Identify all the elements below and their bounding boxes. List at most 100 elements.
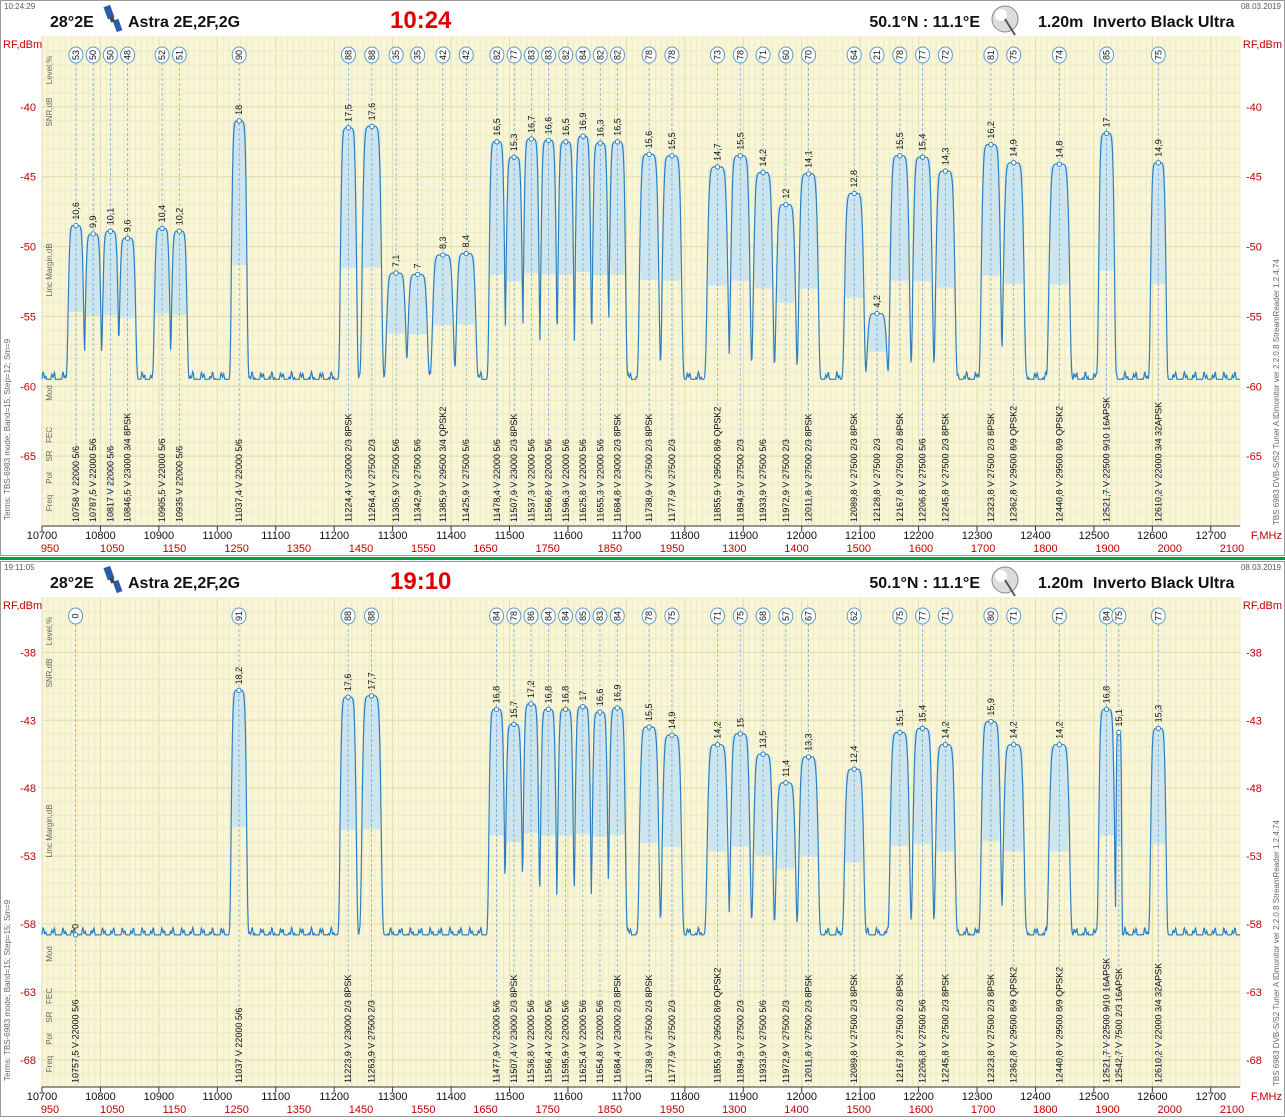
level-value: 84	[1102, 611, 1112, 621]
row-label: FEC	[45, 427, 54, 443]
level-badge	[506, 607, 522, 625]
transponder-label: 12440,8 V 29500 8/9 QPSK2	[1054, 967, 1064, 1083]
if-tick-label: 2100	[1220, 1104, 1244, 1116]
dish-icon-highlight	[995, 570, 1007, 582]
if-tick-label: 1600	[909, 1104, 933, 1116]
transponder-label: 11684,4 V 23000 2/3 8PSK	[612, 975, 622, 1083]
level-badge	[778, 46, 794, 64]
transponder-label: 11536,8 V 22000 5/6	[526, 1000, 536, 1083]
x-tick-label: 12000	[786, 1091, 817, 1103]
level-value: 75	[1009, 50, 1019, 60]
level-badge	[1150, 46, 1166, 64]
y-tick-label-left: -43	[20, 715, 36, 727]
spectrum-trace	[41, 689, 1240, 937]
level-badge	[1111, 607, 1127, 625]
level-value: 73	[712, 50, 722, 60]
level-value: 81	[986, 50, 996, 60]
y-tick-label-left: -68	[20, 1055, 36, 1067]
carrier-fill	[489, 711, 504, 836]
carrier-fill	[1050, 746, 1069, 852]
peak-marker	[1155, 725, 1162, 732]
level-value: 35	[413, 50, 423, 60]
level-value: 77	[918, 50, 928, 60]
x-tick-label: 12600	[1137, 1091, 1168, 1103]
level-value: 75	[1153, 50, 1163, 60]
level-badge	[732, 46, 748, 64]
transponder-label: 11425,9 V 27500 5/6	[461, 439, 471, 522]
transponder-label: 12362,8 V 29500 8/9 QPSK2	[1009, 967, 1019, 1083]
level-value: 75	[667, 611, 677, 621]
snr-value: 15,1	[895, 709, 905, 727]
if-tick-label: 1850	[598, 1104, 622, 1116]
peak-marker	[805, 754, 812, 760]
y-tick-label-right: -68	[1246, 1055, 1262, 1067]
x-tick-label: 11500	[495, 1091, 525, 1103]
x-tick-label: 10700	[27, 1091, 58, 1103]
level-badge	[154, 46, 170, 64]
level-value: 51	[174, 50, 184, 60]
y-tick-label-right: -63	[1246, 987, 1262, 999]
carrier-fill	[558, 711, 573, 836]
carrier-fill	[541, 711, 556, 836]
level-badge	[575, 46, 591, 64]
level-value: 74	[1054, 50, 1064, 60]
x-tick-label: 11000	[202, 1091, 232, 1103]
peak-marker	[783, 780, 789, 786]
level-value: 0	[71, 613, 81, 618]
carrier-fill	[845, 195, 863, 298]
level-value: 68	[758, 611, 768, 621]
peak-marker	[1103, 706, 1110, 713]
snr-value: 18,2	[234, 667, 244, 685]
dish-icon-highlight	[995, 9, 1007, 21]
clock-label: 10:24	[390, 7, 452, 34]
snr-value: 14,3	[940, 148, 950, 166]
peak-marker	[369, 123, 375, 130]
level-value: 82	[561, 50, 571, 60]
snr-value: 17,5	[343, 104, 353, 122]
snr-value: 15,4	[918, 134, 928, 152]
dish-size: 1.20m	[1038, 14, 1083, 31]
x-tick-label: 12000	[786, 530, 817, 542]
if-tick-label: 1900	[1095, 1104, 1119, 1116]
if-tick-label: 1350	[287, 1104, 311, 1116]
transponder-label: 11972,9 V 27500 2/3	[781, 1000, 791, 1083]
level-badge	[1150, 607, 1166, 625]
level-value: 71	[1009, 611, 1019, 621]
level-badge	[983, 607, 999, 625]
y-tick-label-right: -40	[1246, 102, 1262, 114]
level-badge	[664, 607, 680, 625]
level-value: 72	[940, 50, 950, 60]
y-unit-right: RF,dBm	[1243, 39, 1282, 51]
snr-value: 14,2	[712, 721, 722, 739]
lnb-name: Inverto Black Ultra	[1093, 575, 1234, 592]
snr-value: 15,3	[1153, 705, 1163, 723]
snr-value: 14,1	[804, 150, 814, 168]
peak-marker	[511, 721, 517, 728]
row-label: SNR,dB	[45, 659, 54, 688]
level-badge	[869, 46, 885, 64]
dish-icon	[991, 5, 1019, 36]
x-tick-label: 11200	[319, 1091, 349, 1103]
satellite-icon-body	[109, 577, 115, 584]
terms-label: Terms: TBS-6983 mode; Band=15; Step=12; …	[3, 338, 12, 520]
level-value: 91	[234, 611, 244, 621]
if-tick-label: 2000	[1158, 1104, 1182, 1116]
peak-marker	[345, 125, 352, 131]
snr-value: 16,8	[543, 686, 553, 704]
snr-value: 15,1	[1114, 709, 1124, 727]
level-badge	[68, 46, 84, 64]
level-badge	[755, 46, 771, 64]
level-badge	[801, 607, 817, 625]
if-tick-label: 1650	[473, 543, 497, 555]
snr-value: 8,3	[438, 236, 448, 249]
date: 08.03.2019	[1241, 2, 1282, 11]
level-value: 84	[561, 611, 571, 621]
level-badge	[1051, 46, 1067, 64]
carrier-fill	[363, 697, 381, 830]
peak-marker	[415, 271, 421, 278]
transponder-label: 11478,4 V 22000 5/6	[492, 439, 502, 522]
level-badge	[364, 607, 380, 625]
y-tick-label-left: -65	[20, 451, 36, 463]
level-badge	[778, 607, 794, 625]
if-tick-label: 1850	[598, 543, 622, 555]
